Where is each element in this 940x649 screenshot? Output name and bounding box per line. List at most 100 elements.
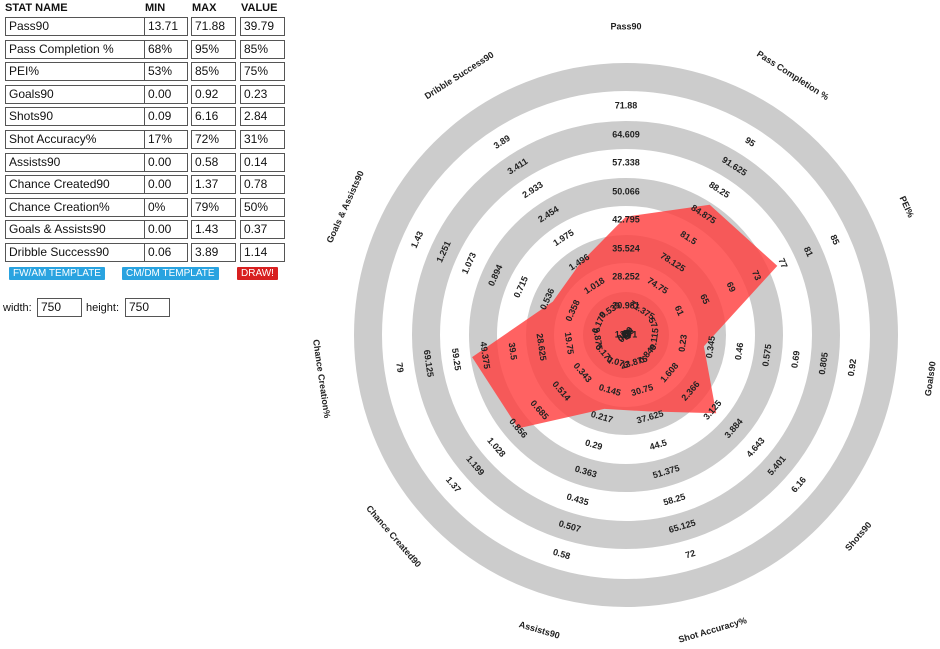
stat-value-field[interactable]: 50%: [240, 197, 285, 217]
tick-label: 79: [394, 362, 405, 373]
stat-max-field[interactable]: 95%: [191, 39, 236, 59]
tick-label: 85: [828, 233, 841, 246]
stat-name-field[interactable]: Dribble Success90: [5, 243, 187, 262]
stat-name-field[interactable]: PEI%: [5, 62, 187, 82]
stat-min-field[interactable]: 0.00: [144, 220, 188, 240]
stat-min-field[interactable]: 68%: [144, 39, 188, 59]
tick-label: 0: [621, 332, 632, 338]
stat-name-field[interactable]: Goals & Assists90: [5, 220, 187, 240]
tick-label: 0: [620, 332, 631, 338]
stat-max-field[interactable]: 85%: [191, 62, 236, 82]
stat-value-field[interactable]: 31%: [240, 130, 285, 149]
tick-label: 0: [620, 330, 631, 339]
height-input[interactable]: 750: [125, 298, 170, 317]
tick-label: 59.25: [450, 347, 463, 371]
tick-label: 6.16: [789, 475, 808, 495]
tick-label: 9.875: [591, 327, 604, 351]
stat-value-field[interactable]: 75%: [240, 62, 285, 82]
tick-label: 73: [750, 269, 763, 282]
tick-label: 28.252: [612, 271, 640, 281]
tick-label: 0.69: [789, 350, 801, 369]
tick-label: 0.23: [677, 334, 689, 353]
stat-name-field[interactable]: Shot Accuracy%: [5, 130, 187, 149]
axis-label: Pass Completion %: [755, 49, 831, 103]
tick-label: 1.028: [485, 435, 507, 459]
tick-label: 1.073: [460, 251, 478, 276]
axis-label: Chance Created90: [364, 503, 423, 569]
stat-min-field[interactable]: 0.06: [144, 243, 188, 262]
stat-max-field[interactable]: 0.58: [191, 152, 236, 172]
height-label: height:: [86, 302, 120, 314]
tick-label: 42.795: [612, 214, 640, 224]
axis-label: Shot Accuracy%: [677, 615, 748, 645]
tick-label: 0.46: [733, 342, 745, 361]
tick-label: 0.29: [584, 437, 604, 452]
stat-min-field[interactable]: 0.09: [144, 107, 188, 127]
stat-value-field[interactable]: 0.23: [240, 84, 285, 104]
tick-label: 61: [673, 304, 686, 317]
stat-max-field[interactable]: 71.88: [191, 17, 236, 36]
tick-label: 57: [646, 316, 659, 329]
stat-value-field[interactable]: 1.14: [240, 243, 285, 262]
header-stat-name: STAT NAME: [5, 2, 68, 14]
tick-label: 35.524: [612, 243, 640, 253]
stat-min-field[interactable]: 17%: [144, 130, 188, 149]
cm-dm-template-button[interactable]: CM/DM TEMPLATE: [122, 267, 219, 280]
stat-name-field[interactable]: Chance Creation%: [5, 197, 187, 217]
width-input[interactable]: 750: [37, 298, 82, 317]
stat-max-field[interactable]: 1.37: [191, 175, 236, 195]
tick-label: 77: [776, 257, 789, 270]
tick-label: 0.115: [648, 327, 661, 350]
stat-max-field[interactable]: 1.43: [191, 220, 236, 240]
stat-name-field[interactable]: Goals90: [5, 84, 187, 104]
stat-min-field[interactable]: 0.00: [144, 84, 188, 104]
tick-label: 71.88: [615, 100, 638, 110]
axis-label: Shots90: [843, 520, 873, 553]
fw-am-template-button[interactable]: FW/AM TEMPLATE: [9, 267, 105, 280]
tick-label: 1.37: [444, 475, 463, 495]
stat-max-field[interactable]: 79%: [191, 197, 236, 217]
tick-label: 17: [620, 328, 632, 340]
header-max: MAX: [192, 2, 217, 14]
tick-label: 68: [619, 328, 633, 342]
axis-label: PEI%: [898, 194, 916, 219]
tick-label: 28.625: [535, 333, 549, 362]
stat-min-field[interactable]: 13.71: [144, 17, 188, 36]
axis-label: Goals90: [923, 361, 938, 397]
tick-label: 50.066: [612, 186, 640, 196]
stat-max-field[interactable]: 3.89: [191, 243, 236, 262]
stat-value-field[interactable]: 0.37: [240, 220, 285, 240]
stat-min-field[interactable]: 0.00: [144, 152, 188, 172]
stat-max-field[interactable]: 72%: [191, 130, 236, 149]
stat-min-field[interactable]: 0%: [144, 197, 188, 217]
stat-min-field[interactable]: 0.00: [144, 175, 188, 195]
stat-min-field[interactable]: 53%: [144, 62, 188, 82]
tick-label: 64.609: [612, 129, 640, 139]
tick-label: 1.43: [409, 230, 425, 250]
stat-value-field[interactable]: 39.79: [240, 17, 285, 36]
stat-max-field[interactable]: 6.16: [191, 107, 236, 127]
radar-ring: [354, 63, 898, 607]
tick-label: 0.575: [760, 343, 773, 367]
axis-label: Assists90: [518, 619, 561, 640]
stat-value-field[interactable]: 0.78: [240, 175, 285, 195]
tick-label: 0: [622, 329, 630, 340]
stat-max-field[interactable]: 0.92: [191, 84, 236, 104]
tick-label: 0.345: [704, 335, 717, 359]
tick-label: 0.92: [846, 358, 858, 377]
tick-label: 95: [743, 135, 757, 149]
radar-data-area: [472, 204, 778, 429]
tick-label: 53: [620, 328, 633, 341]
stat-name-field[interactable]: Pass Completion %: [5, 39, 187, 59]
tick-label: 72: [684, 548, 696, 560]
stat-value-field[interactable]: 0.14: [240, 152, 285, 172]
stat-name-field[interactable]: Assists90: [5, 152, 187, 172]
stat-name-field[interactable]: Pass90: [5, 17, 187, 36]
stat-name-field[interactable]: Chance Created90: [5, 175, 187, 195]
tick-label: 81: [802, 245, 815, 258]
tick-label: 20.981: [612, 300, 640, 310]
draw-button[interactable]: DRAW!: [237, 267, 278, 280]
stat-value-field[interactable]: 85%: [240, 39, 285, 59]
stat-value-field[interactable]: 2.84: [240, 107, 285, 127]
tick-label: 1.975: [551, 227, 575, 248]
